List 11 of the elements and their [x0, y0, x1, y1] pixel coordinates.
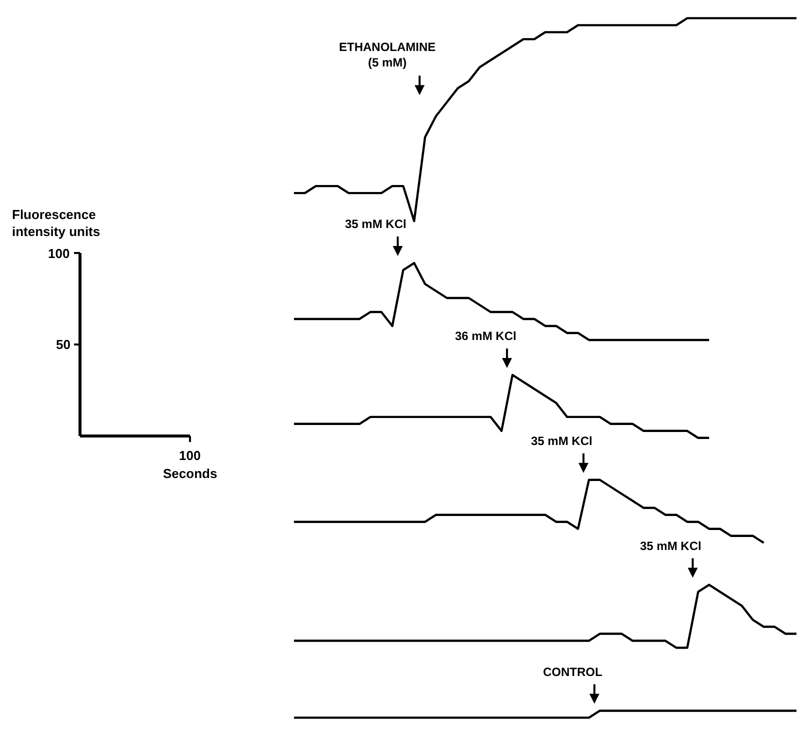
text: Fluorescence intensity units: [12, 207, 100, 239]
text: 100: [179, 448, 201, 463]
text: 50: [56, 337, 70, 352]
annotation: CONTROL: [543, 665, 602, 679]
text: Seconds: [163, 466, 218, 481]
annotation: 35 mM KCl: [531, 434, 592, 448]
text: 100: [48, 246, 70, 261]
annotation: 35 mM KCl: [640, 539, 702, 553]
annotation: ETHANOLAMINE (5 mM): [339, 40, 436, 70]
annotation: 35 mM KCl: [345, 217, 406, 231]
annotation: 36 mM KCl: [455, 329, 516, 343]
